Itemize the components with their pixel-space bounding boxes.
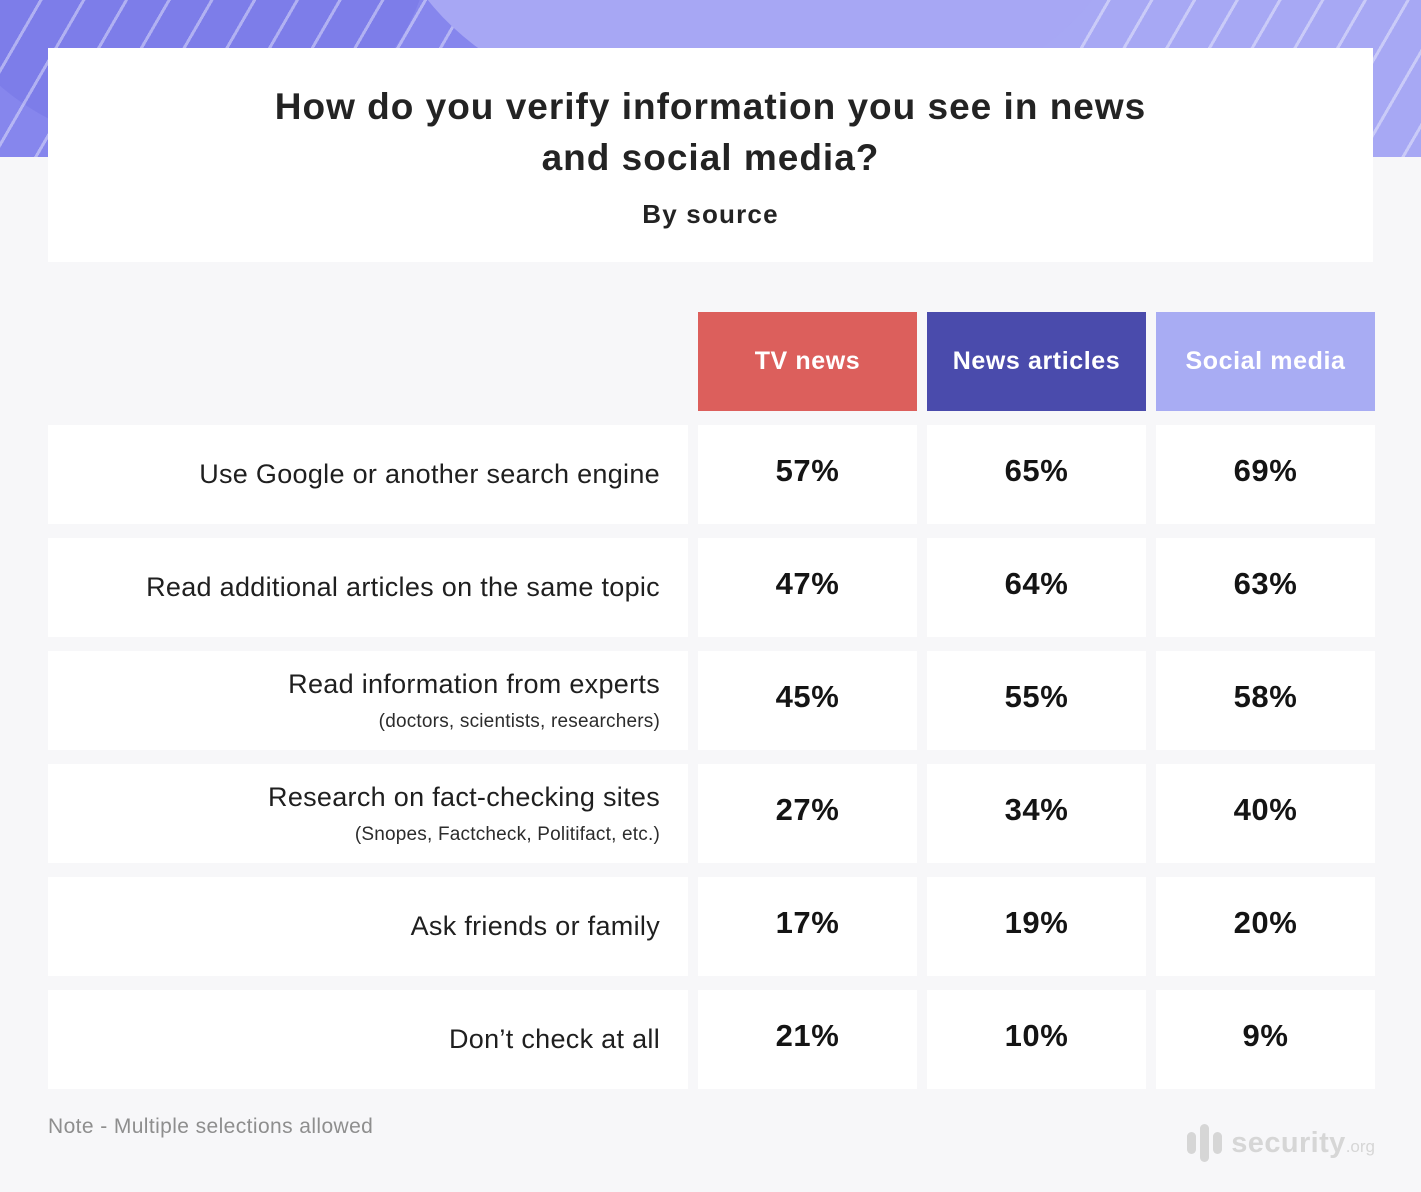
column-header-social-media: Social media [1156,312,1375,411]
value-cell: 10% [927,990,1146,1089]
value-cell: 58% [1156,651,1375,750]
row-label-text: Read information from experts [288,668,660,699]
value-cell: 27% [698,764,917,863]
value-cell: 34% [927,764,1146,863]
row-label-text: Research on fact-checking sites [268,781,660,812]
row-label-dont-check: Don’t check at all [48,990,688,1089]
value-cell: 19% [927,877,1146,976]
row-label-search-engine: Use Google or another search engine [48,425,688,524]
title-card: How do you verify information you see in… [48,48,1373,262]
footnote: Note - Multiple selections allowed [48,1115,374,1138]
row-sublabel-text: (doctors, scientists, researchers) [378,710,660,732]
value-cell: 45% [698,651,917,750]
value-cell: 47% [698,538,917,637]
page-subtitle: By source [642,198,779,229]
security-org-logo: security .org [1187,1124,1375,1162]
security-logo-icon [1187,1124,1223,1162]
value-cell: 63% [1156,538,1375,637]
column-header-tv-news: TV news [698,312,917,411]
row-label-text: Don’t check at all [449,1024,660,1054]
row-label-text: Use Google or another search engine [199,459,660,489]
value-cell: 21% [698,990,917,1089]
row-sublabel-text: (Snopes, Factcheck, Politifact, etc.) [354,823,660,845]
row-label-experts: Read information from experts (doctors, … [48,651,688,750]
value-cell: 64% [927,538,1146,637]
page-title: How do you verify information you see in… [275,81,1146,183]
row-label-text: Read additional articles on the same top… [146,572,660,602]
security-logo-text: security .org [1231,1127,1375,1160]
column-header-label: TV news [754,347,861,375]
value-cell: 40% [1156,764,1375,863]
column-header-news-articles: News articles [927,312,1146,411]
page-title-line1: How do you verify information you see in… [274,85,1147,127]
table-corner-spacer [48,312,688,411]
value-cell: 57% [698,425,917,524]
row-label-friends-family: Ask friends or family [48,877,688,976]
verification-table: TV news News articles Social media Use G… [48,312,1375,1089]
value-cell: 17% [698,877,917,976]
page-title-line2: and social media? [541,136,880,178]
value-cell: 9% [1156,990,1375,1089]
row-label-fact-checking: Research on fact-checking sites (Snopes,… [48,764,688,863]
value-cell: 20% [1156,877,1375,976]
brand-name: security [1231,1126,1346,1159]
brand-tld: .org [1345,1136,1375,1156]
row-label-additional-articles: Read additional articles on the same top… [48,538,688,637]
column-header-label: News articles [952,347,1121,375]
value-cell: 55% [927,651,1146,750]
value-cell: 65% [927,425,1146,524]
row-label-text: Ask friends or family [410,911,660,941]
column-header-label: Social media [1185,347,1346,375]
value-cell: 69% [1156,425,1375,524]
